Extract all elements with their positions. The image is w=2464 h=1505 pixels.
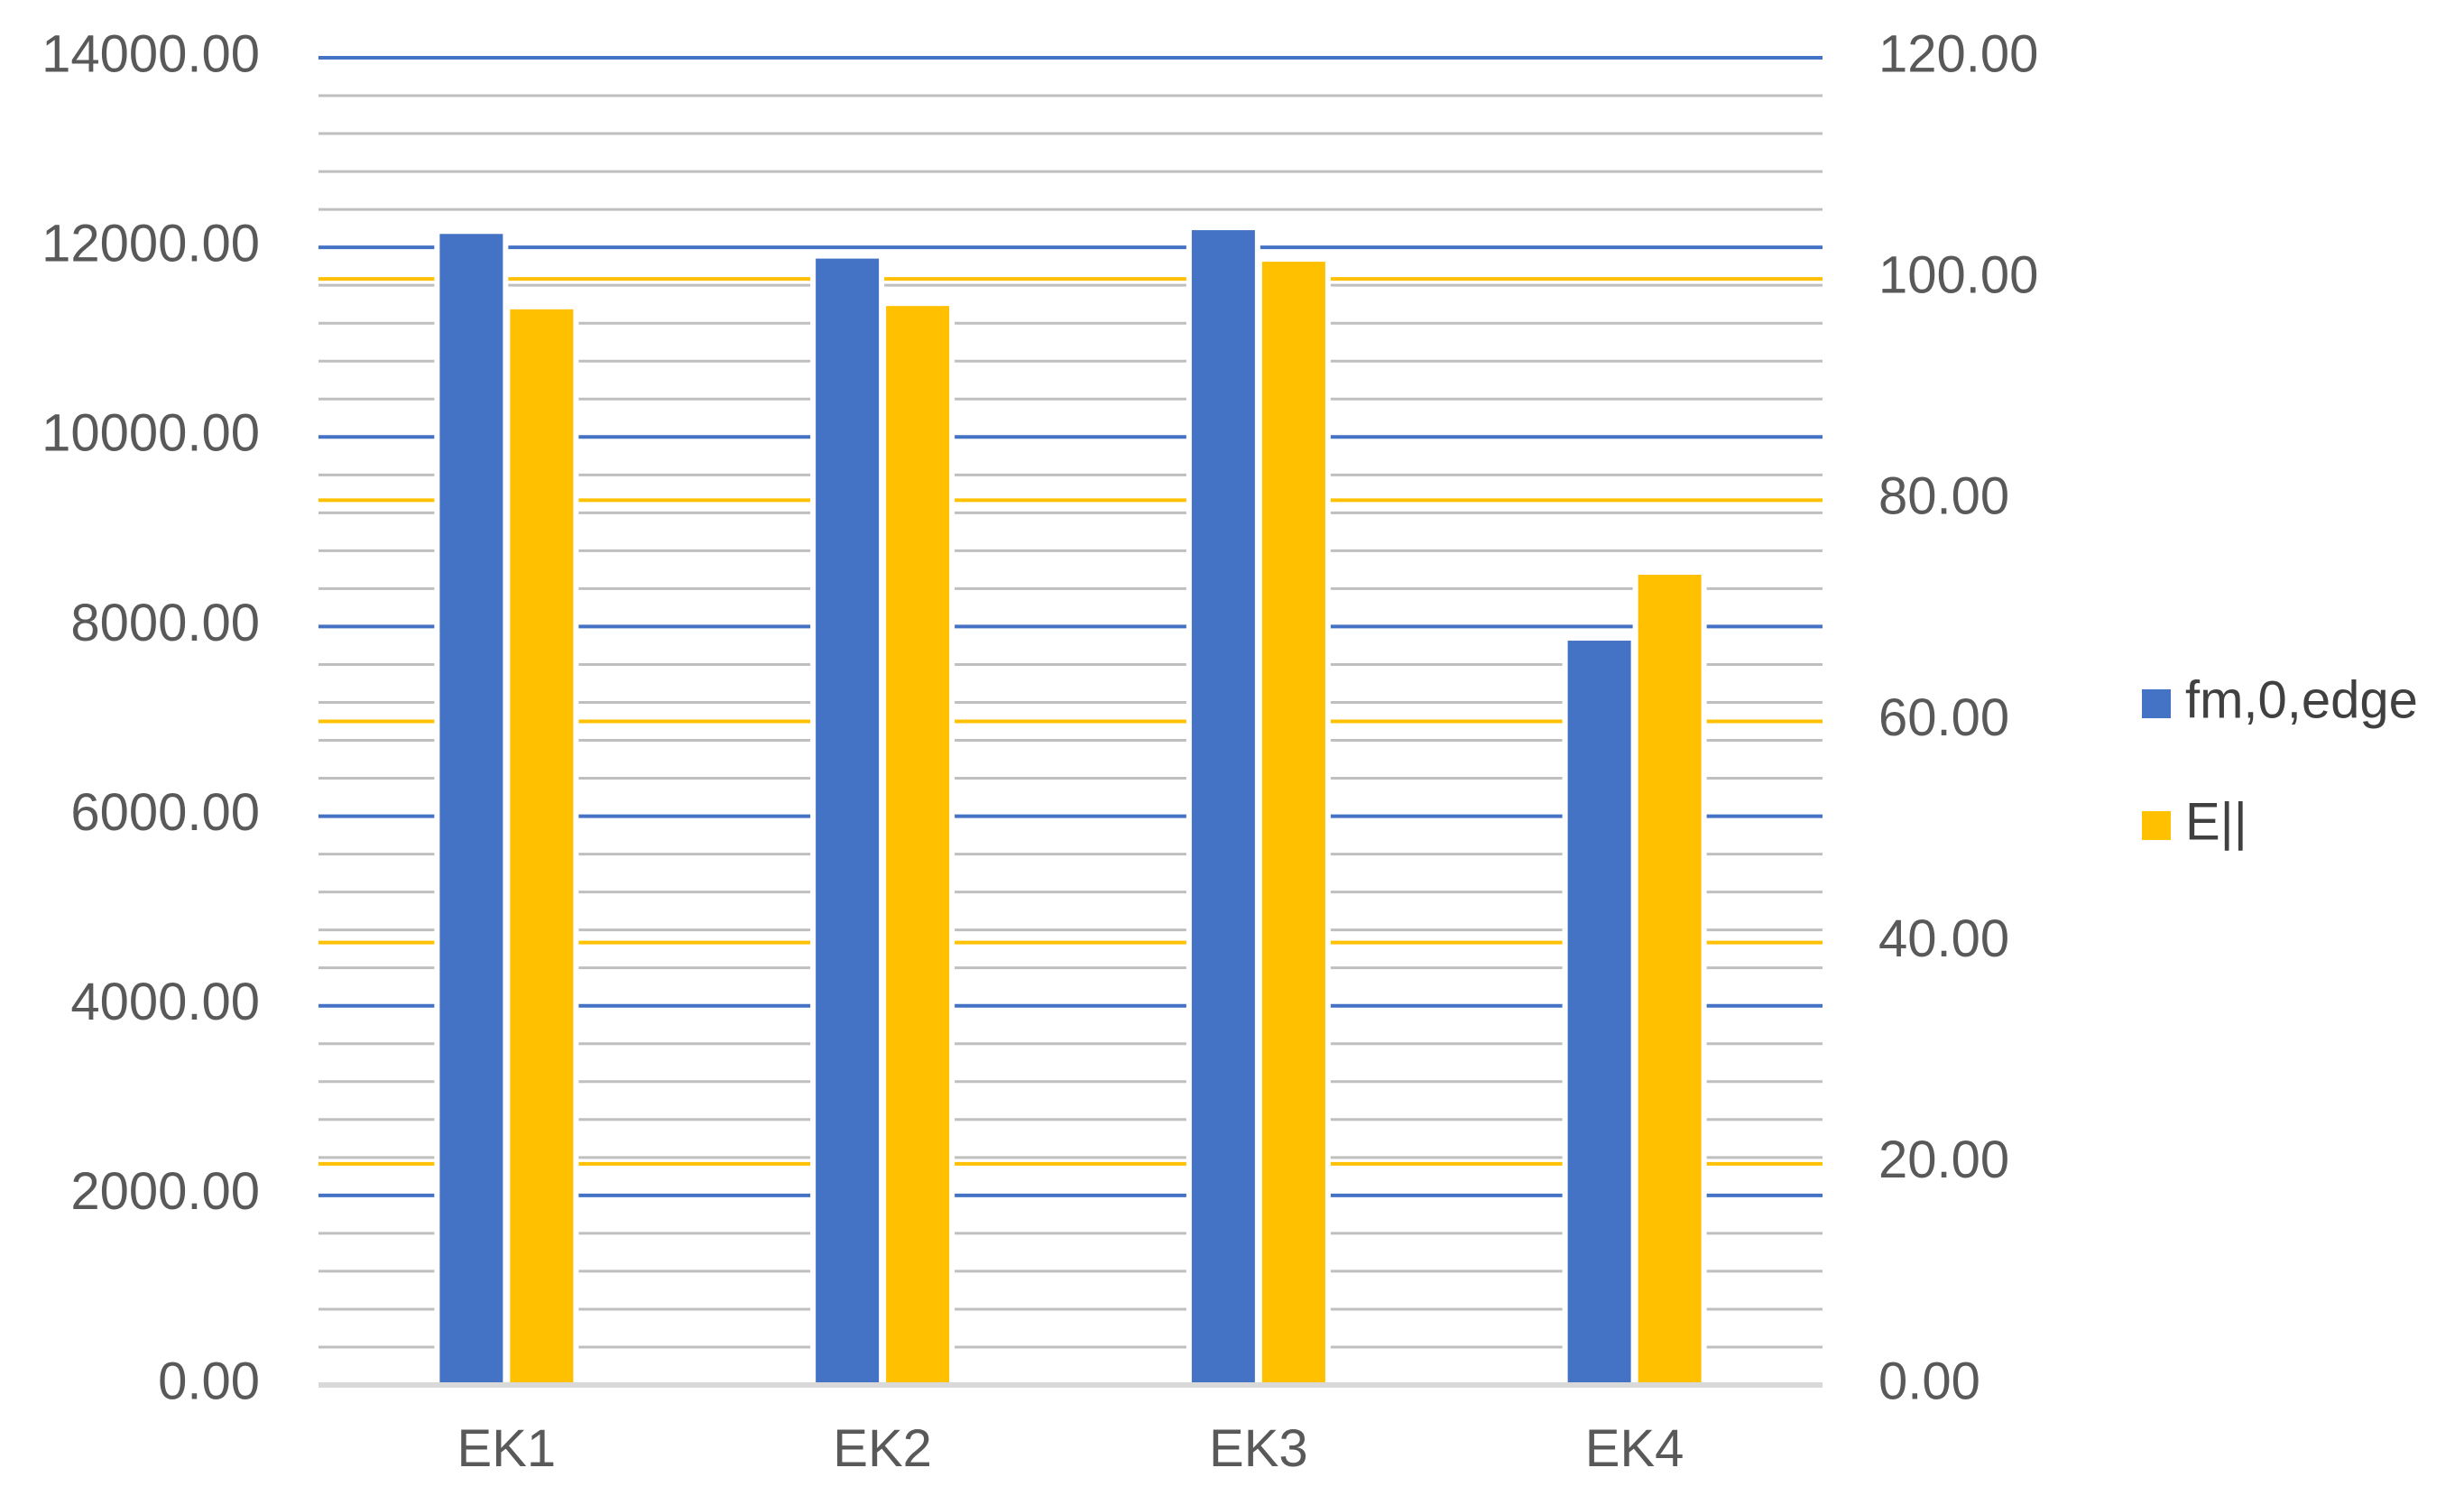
bar-e-parallel-ek2 (881, 300, 955, 1388)
bar-fm-edge-ek2 (810, 253, 885, 1389)
right-tick-label: 100.00 (1878, 245, 2038, 304)
bar-fm-edge-ek1 (434, 228, 509, 1388)
category-label-ek1: EK1 (457, 1419, 557, 1478)
category-label-ek3: EK3 (1209, 1419, 1308, 1478)
category-labels: EK1 EK2 EK3 EK4 (457, 1419, 1684, 1478)
left-tick-label: 12000.00 (42, 214, 260, 272)
legend: fm,0,edge E|| (2142, 670, 2418, 851)
legend-swatch-e-parallel (2142, 811, 2171, 840)
bar-fm-edge-ek3 (1186, 225, 1260, 1388)
right-axis-tick-labels: 0.00 20.00 40.00 60.00 80.00 100.00 120.00 (1878, 24, 2038, 1410)
left-tick-label: 0.00 (158, 1352, 260, 1410)
left-axis-tick-labels: 0.00 2000.00 4000.00 6000.00 8000.00 10000.00… (42, 24, 260, 1410)
left-tick-label: 14000.00 (42, 24, 260, 83)
bar-fm-edge-ek4 (1562, 635, 1637, 1388)
right-tick-label: 0.00 (1878, 1352, 1980, 1410)
right-tick-label: 80.00 (1878, 467, 2009, 526)
right-tick-label: 20.00 (1878, 1131, 2009, 1189)
right-tick-label: 40.00 (1878, 909, 2009, 968)
legend-swatch-fm-edge (2142, 689, 2171, 718)
bar-e-parallel-ek3 (1256, 256, 1331, 1388)
left-tick-label: 8000.00 (70, 594, 260, 652)
legend-label-e-parallel: E|| (2185, 792, 2247, 851)
right-tick-label: 120.00 (1878, 24, 2038, 83)
right-tick-label: 60.00 (1878, 688, 2009, 747)
bar-e-parallel-ek1 (504, 303, 579, 1388)
category-label-ek2: EK2 (833, 1419, 932, 1478)
bar-e-parallel-ek4 (1632, 569, 1707, 1388)
left-tick-label: 6000.00 (70, 783, 260, 842)
legend-label-fm-edge: fm,0,edge (2185, 670, 2418, 729)
bars (434, 225, 1707, 1389)
left-tick-label: 10000.00 (42, 404, 260, 463)
category-label-ek4: EK4 (1585, 1419, 1684, 1478)
left-tick-label: 4000.00 (70, 973, 260, 1031)
left-tick-label: 2000.00 (70, 1162, 260, 1221)
